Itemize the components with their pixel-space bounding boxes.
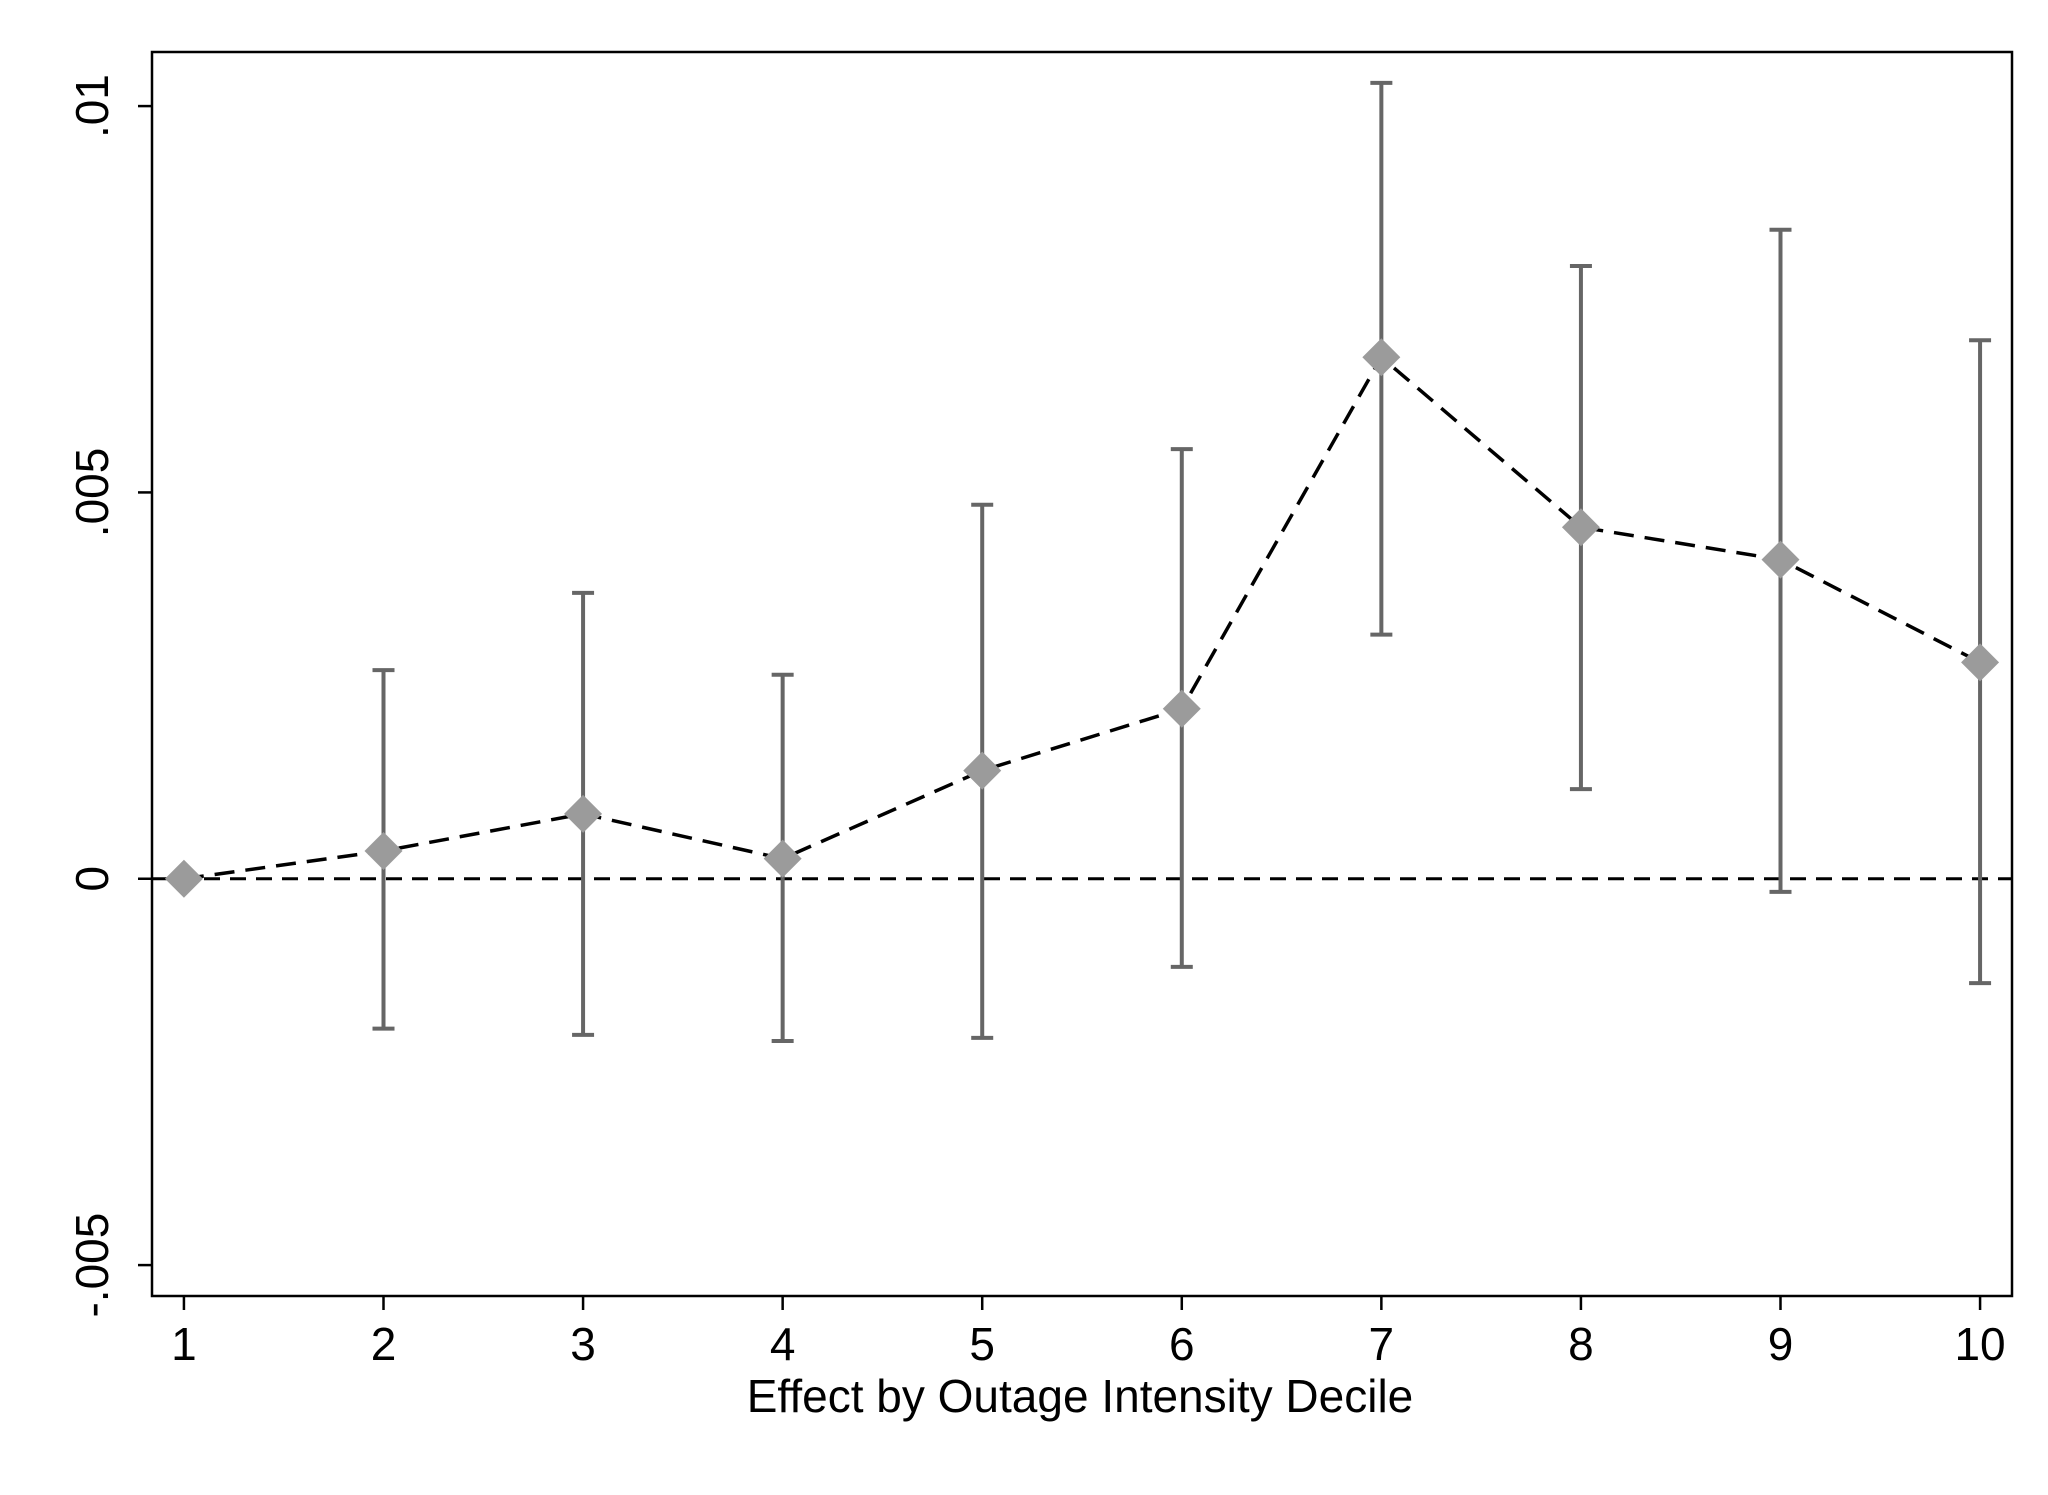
y-tick-label: -.005 (66, 1213, 118, 1318)
x-tick-label: 2 (371, 1318, 397, 1370)
y-tick-label: 0 (66, 866, 118, 892)
x-tick-label: 10 (1954, 1318, 2005, 1370)
data-point (1162, 689, 1201, 728)
data-point (364, 831, 403, 870)
data-point (963, 751, 1002, 790)
x-tick-label: 3 (570, 1318, 596, 1370)
data-point (1362, 338, 1401, 377)
series-line (183, 354, 1981, 881)
x-tick-label: 1 (171, 1318, 197, 1370)
data-point (564, 794, 603, 833)
x-tick-label: 7 (1369, 1318, 1395, 1370)
data-point (164, 859, 203, 898)
x-tick-label: 6 (1169, 1318, 1195, 1370)
x-tick-label: 9 (1768, 1318, 1794, 1370)
x-tick-label: 8 (1568, 1318, 1594, 1370)
x-tick-label: 5 (969, 1318, 995, 1370)
y-tick-label: .01 (66, 74, 118, 138)
data-point (1961, 643, 2000, 682)
data-point (1561, 508, 1600, 547)
x-tick-label: 4 (770, 1318, 796, 1370)
data-point (1761, 540, 1800, 579)
data-point (763, 839, 802, 878)
plot-frame (150, 50, 2014, 1298)
x-axis-title: Effect by Outage Intensity Decile (747, 1370, 1414, 1422)
y-tick-label: .005 (66, 448, 118, 538)
